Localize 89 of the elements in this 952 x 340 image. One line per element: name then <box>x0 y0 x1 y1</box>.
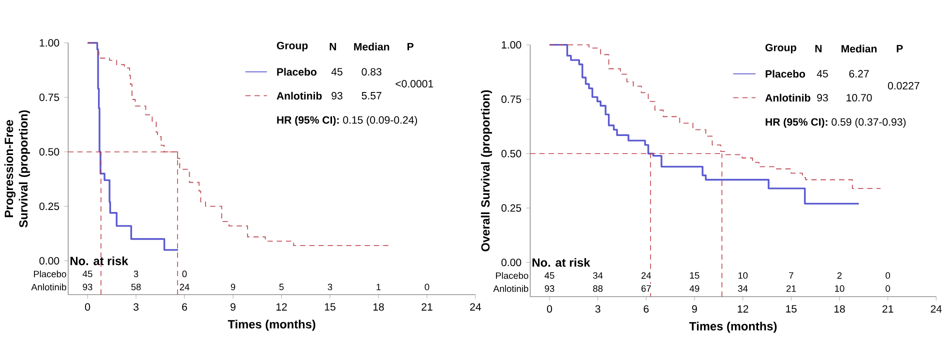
annotation: 10.70 <box>846 94 872 102</box>
text: Placebo <box>34 270 66 278</box>
annotation: <0.0001 <box>396 80 434 88</box>
y-tick-label: 0.50 <box>39 148 60 156</box>
x-axis-title: Times (months) <box>228 320 316 331</box>
x-tick-label: 0 <box>546 305 552 313</box>
y-tick-label: 1.00 <box>40 39 60 47</box>
annotation: HR (95% CI): 0.59 (0.37-0.93) <box>766 118 906 128</box>
annotation: P <box>407 42 414 50</box>
y-tick-label: 0.75 <box>39 94 60 102</box>
annotation: 93 <box>817 94 828 102</box>
annotation: 0 <box>424 284 430 290</box>
x-tick-label: 3 <box>595 305 600 313</box>
annotation: 45 <box>82 270 92 278</box>
annotation: 45 <box>331 68 342 76</box>
annotation: 0 <box>886 272 890 279</box>
annotation: HR (95% CI): 0.15 (0.09-0.24) <box>277 116 418 126</box>
annotation: 5 <box>279 284 284 290</box>
annotation: 21 <box>786 285 796 292</box>
annotation: N <box>815 44 822 52</box>
x-tick-label: 24 <box>930 305 942 313</box>
y-tick-label: 0.00 <box>39 257 60 265</box>
text: Anlotinib <box>493 285 528 292</box>
x-tick-label: 18 <box>373 303 384 311</box>
annotation: 6.27 <box>849 70 869 78</box>
annotation: 3 <box>134 270 138 278</box>
text: Placebo <box>496 272 528 279</box>
annotation: 58 <box>131 284 141 290</box>
legend-label: Placebo <box>766 70 806 78</box>
annotation: 24 <box>642 272 652 279</box>
annotation: 15 <box>690 272 700 279</box>
annotation: Group <box>276 42 308 52</box>
x-tick-label: 0 <box>85 303 90 311</box>
annotation: 1 <box>376 284 381 290</box>
annotation: 5.57 <box>362 92 382 100</box>
annotation: 2 <box>837 272 842 279</box>
y-tick-label: 0.50 <box>501 150 522 158</box>
annotation: 93 <box>544 285 554 292</box>
annotation: P <box>896 44 903 52</box>
x-tick-label: 9 <box>230 303 236 311</box>
x-tick-label: 6 <box>182 303 187 311</box>
annotation: 88 <box>593 285 603 292</box>
annotation: 67 <box>642 285 651 292</box>
annotation: 0 <box>886 285 890 292</box>
text: Anlotinib <box>31 284 66 290</box>
annotation: 93 <box>332 92 342 100</box>
x-tick-label: 24 <box>470 303 482 311</box>
annotation: 0.83 <box>362 68 382 76</box>
annotation: 0.0227 <box>888 82 920 90</box>
annotation: 45 <box>544 272 554 279</box>
annotation: No. at risk <box>532 258 590 267</box>
annotation: 34 <box>593 272 603 279</box>
x-tick-label: 9 <box>692 305 697 313</box>
y-tick-label: 1.00 <box>502 41 522 49</box>
x-tick-label: 15 <box>786 305 797 313</box>
annotation: 7 <box>789 272 794 279</box>
annotation: 10 <box>738 272 748 279</box>
annotation: 49 <box>690 285 700 292</box>
x-tick-label: 12 <box>738 305 748 313</box>
y-tick-label: 0.75 <box>501 95 522 103</box>
annotation: 3 <box>328 284 332 290</box>
x-tick-label: 21 <box>882 305 894 313</box>
annotation: Median <box>354 42 390 50</box>
legend-label: Anlotinib <box>276 92 322 100</box>
annotation: 93 <box>82 284 92 290</box>
annotation: No. at risk <box>70 256 128 266</box>
annotation: 45 <box>816 70 828 78</box>
annotation: 24 <box>180 284 190 290</box>
y-tick-label: 0.00 <box>501 258 522 266</box>
annotation: N <box>330 42 336 50</box>
x-axis-title: Times (months) <box>689 322 777 333</box>
x-tick-label: 3 <box>134 303 139 311</box>
annotation: Median <box>842 44 877 52</box>
y-tick-label: 0.25 <box>39 202 60 210</box>
annotation: 9 <box>230 284 236 290</box>
x-tick-label: 12 <box>276 303 287 311</box>
x-tick-label: 18 <box>834 305 845 313</box>
annotation: Group <box>765 44 796 54</box>
y-tick-label: 0.25 <box>501 204 522 212</box>
y-axis-title: Progression-Free Survival (proportion) <box>4 110 30 228</box>
x-tick-label: 21 <box>422 303 432 311</box>
y-axis-title: Overall Survival (proportion) <box>480 90 492 252</box>
legend-label: Anlotinib <box>765 94 810 102</box>
annotation: 10 <box>835 285 844 292</box>
annotation: 34 <box>738 285 748 292</box>
x-tick-label: 15 <box>324 303 336 311</box>
annotation: 0 <box>182 270 187 278</box>
legend-label: Placebo <box>277 68 317 76</box>
x-tick-label: 6 <box>644 305 649 313</box>
